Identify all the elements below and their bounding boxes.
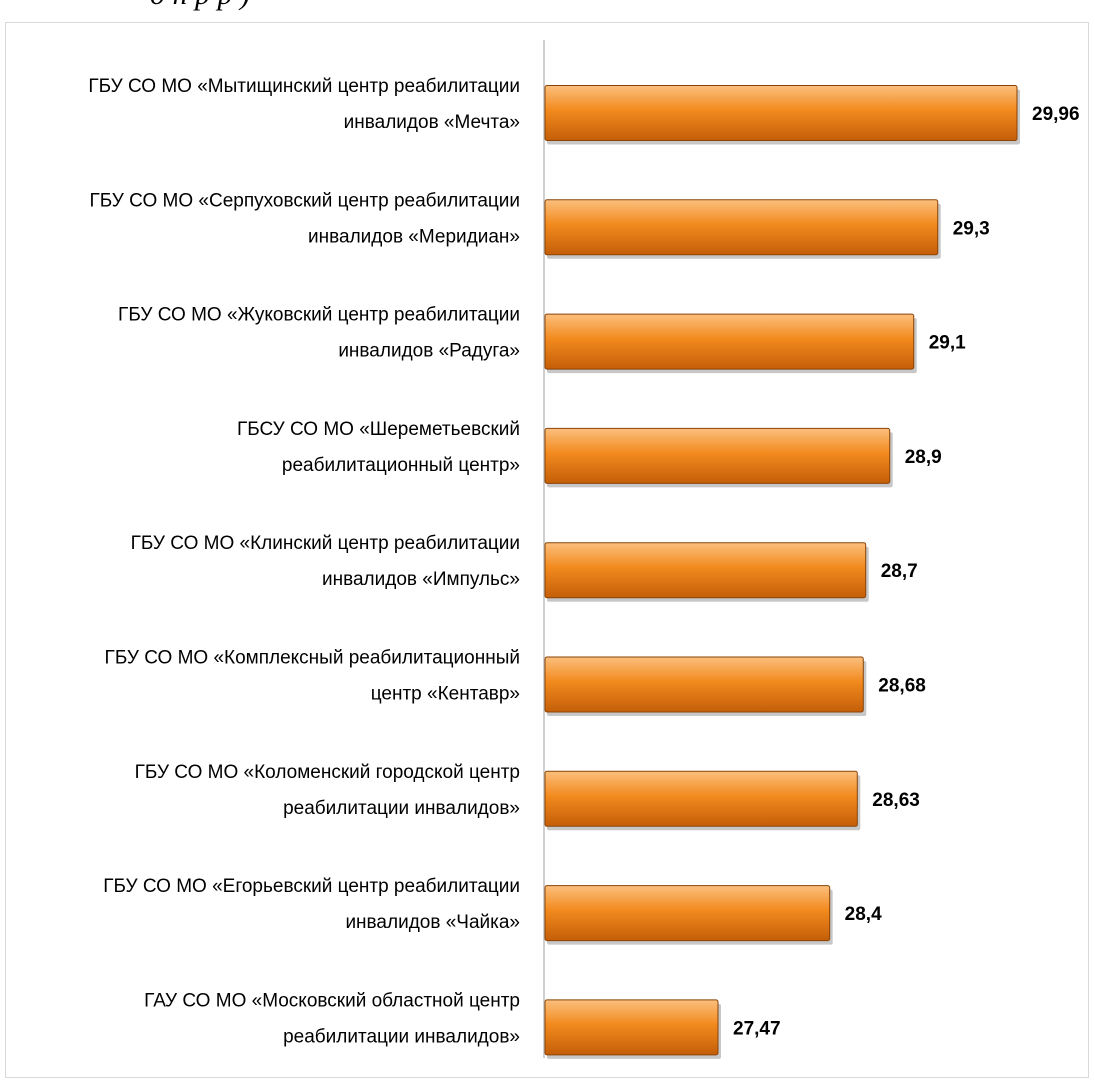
bar-value-label: 28,68	[878, 676, 926, 697]
category-label: ГБСУ СО МО «Шереметьевский реабилитационн…	[237, 419, 520, 476]
bar	[544, 885, 831, 942]
top-caption: д н р р )	[150, 0, 250, 12]
bar-value-label: 28,4	[845, 904, 882, 925]
bar-group: 28,68 ГБУ СО МО «Комплексный реабилитацио…	[105, 648, 926, 716]
category-label: ГАУ СО МО «Московский областной центр реа…	[144, 990, 520, 1047]
bar-value-label: 29,96	[1032, 104, 1080, 125]
category-label-line: инвалидов «Чайка»	[345, 912, 520, 933]
bar-group: 28,4 ГБУ СО МО «Егорьевский центр реабили…	[103, 876, 882, 945]
bar-group: 28,9 ГБСУ СО МО «Шереметьевский реабилитац…	[237, 419, 942, 488]
bar	[544, 542, 867, 599]
category-label-line: ГБУ СО МО «Комплексный реабилитационный	[105, 648, 520, 669]
category-label-line: инвалидов «Меридиан»	[308, 226, 520, 247]
category-label-line: инвалидов «Мечта»	[344, 112, 520, 133]
bar	[544, 999, 719, 1056]
category-label: ГБУ СО МО «Серпуховский центр реабилитац…	[89, 190, 520, 247]
category-label: ГБУ СО МО «Комплексный реабилитационный ц…	[105, 648, 520, 705]
category-label-line: ГБУ СО МО «Коломенский городской центр	[135, 762, 520, 783]
bar-value-label: 29,1	[929, 333, 966, 354]
bar-group: 27,47 ГАУ СО МО «Московский областной цен…	[144, 990, 781, 1059]
category-label-line: реабилитационный центр»	[282, 455, 520, 476]
bar-group: 28,7 ГБУ СО МО «Клинский центр реабилитац…	[131, 533, 918, 602]
bar	[544, 656, 864, 713]
category-label-line: реабилитации инвалидов»	[283, 1026, 520, 1047]
category-label: ГБУ СО МО «Егорьевский центр реабилитаци…	[103, 876, 520, 933]
bar-group: 29,3 ГБУ СО МО «Серпуховский центр реабил…	[89, 190, 990, 259]
bar	[544, 85, 1018, 141]
category-label-line: инвалидов «Импульс»	[322, 569, 520, 590]
bar-value-label: 28,9	[905, 447, 942, 468]
category-label-line: центр «Кентавр»	[371, 684, 520, 705]
category-label-line: инвалидов «Радуга»	[338, 341, 520, 362]
bar	[544, 199, 939, 256]
bar	[544, 427, 891, 484]
category-label-line: ГБУ СО МО «Егорьевский центр реабилитаци…	[103, 876, 520, 897]
category-label: ГБУ СО МО «Клинский центр реабилитации ин…	[131, 533, 520, 590]
category-label: ГБУ СО МО «Жуковский центр реабилитации и…	[118, 305, 520, 362]
bar	[544, 770, 858, 827]
category-label-line: ГБСУ СО МО «Шереметьевский	[237, 419, 520, 440]
category-label-line: реабилитации инвалидов»	[283, 798, 520, 819]
bar	[544, 313, 915, 370]
bar-group: 29,1 ГБУ СО МО «Жуковский центр реабилита…	[118, 305, 966, 374]
bars-layer: 29,96 ГБУ СО МО «Мытищинский центр реабил…	[88, 76, 1080, 1059]
bar-group: 28,63 ГБУ СО МО «Коломенский городской це…	[135, 762, 920, 831]
bar-value-label: 27,47	[733, 1018, 781, 1039]
category-label-line: ГБУ СО МО «Клинский центр реабилитации	[131, 533, 520, 554]
category-label-line: ГБУ СО МО «Жуковский центр реабилитации	[118, 305, 520, 326]
category-label: ГБУ СО МО «Мытищинский центр реабилитаци…	[88, 76, 520, 133]
category-label-line: ГБУ СО МО «Серпуховский центр реабилитац…	[89, 190, 520, 211]
bar-value-label: 29,3	[953, 218, 990, 239]
bar-value-label: 28,7	[881, 561, 918, 582]
category-label-line: ГАУ СО МО «Московский областной центр	[144, 990, 520, 1011]
bar-group: 29,96 ГБУ СО МО «Мытищинский центр реабил…	[88, 76, 1080, 145]
bar-value-label: 28,63	[872, 790, 920, 811]
category-label-line: ГБУ СО МО «Мытищинский центр реабилитаци…	[88, 76, 520, 97]
category-label: ГБУ СО МО «Коломенский городской центр ре…	[135, 762, 520, 819]
